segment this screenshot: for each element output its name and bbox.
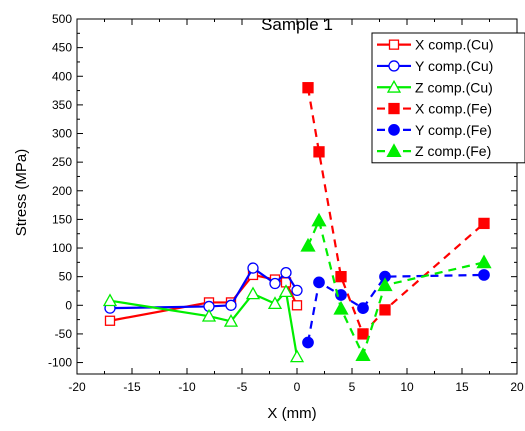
y-tick-label: 350 <box>52 98 72 112</box>
data-point <box>478 269 490 281</box>
series-line <box>109 266 298 310</box>
axis-ticks: -20 -15 -10 -5 0 5 10 15 20-100-5005010015020025… <box>48 12 524 394</box>
legend-marker <box>386 143 402 158</box>
legend-item: Z comp.(Cu) <box>377 79 493 95</box>
data-point <box>377 277 393 292</box>
data-point <box>357 302 369 315</box>
series-5 <box>300 212 492 361</box>
x-tick-label: 10 <box>400 380 414 394</box>
data-point <box>379 304 391 316</box>
x-axis-label: X (mm) <box>267 405 316 422</box>
series-line <box>109 273 298 322</box>
legend-box <box>371 32 525 164</box>
data-point <box>335 271 347 283</box>
x-tick-label: -10 <box>178 380 196 394</box>
series-2 <box>102 284 305 363</box>
legend-label: Z comp.(Cu) <box>415 79 493 95</box>
y-tick-label: 450 <box>52 41 72 55</box>
legend-marker <box>388 102 400 115</box>
series-line <box>306 273 485 343</box>
legend-label: X comp.(Cu) <box>415 37 494 53</box>
series-4 <box>302 269 490 349</box>
data-point <box>300 237 316 252</box>
data-point <box>269 277 281 290</box>
series-line <box>109 290 299 358</box>
x-tick-label: 0 <box>294 380 301 394</box>
x-tick-label: 15 <box>455 380 469 394</box>
data-point <box>245 286 261 300</box>
series-3 <box>302 82 490 340</box>
x-tick-label: -15 <box>123 380 141 394</box>
legend-marker <box>388 60 400 72</box>
data-point <box>313 276 325 289</box>
data-point <box>313 146 325 158</box>
data-point <box>104 315 116 326</box>
x-tick-label: 5 <box>349 380 356 394</box>
legend-label: Y comp.(Cu) <box>415 58 493 74</box>
legend-label: Z comp.(Fe) <box>415 143 491 159</box>
y-tick-label: 100 <box>52 241 72 255</box>
x-tick-label: 20 <box>510 380 524 394</box>
y-tick-label: 200 <box>52 184 72 198</box>
legend-item: Y comp.(Fe) <box>377 122 492 138</box>
data-point <box>291 284 303 297</box>
data-point <box>333 300 349 315</box>
legend-item: Y comp.(Cu) <box>377 58 493 74</box>
series-0 <box>104 269 303 326</box>
data-point <box>476 254 492 269</box>
legend-item: X comp.(Fe) <box>377 101 492 117</box>
data-point <box>280 267 292 279</box>
data-point <box>355 347 371 361</box>
data-point <box>291 300 303 311</box>
legend-label: X comp.(Fe) <box>415 101 492 117</box>
y-tick-label: 400 <box>52 69 72 83</box>
data-point <box>357 328 369 340</box>
x-tick-label: -20 <box>68 380 86 394</box>
data-point <box>311 212 327 227</box>
legend-marker <box>386 79 402 93</box>
legend: X comp.(Cu) Y comp.(Cu) Z comp.(Cu) X comp.… <box>371 32 525 164</box>
y-tick-label: -100 <box>48 356 72 370</box>
data-point <box>225 299 237 311</box>
y-tick-label: 250 <box>52 155 72 169</box>
series-layer <box>102 82 492 363</box>
legend-item: X comp.(Cu) <box>377 37 494 53</box>
series-1 <box>104 262 303 314</box>
y-tick-label: 300 <box>52 127 72 141</box>
y-tick-label: 50 <box>59 270 73 284</box>
data-point <box>247 262 259 274</box>
x-tick-label: -5 <box>237 380 248 394</box>
legend-marker <box>388 39 400 50</box>
data-point <box>302 82 314 94</box>
data-point <box>335 289 347 301</box>
series-line <box>306 219 485 357</box>
data-point <box>478 217 490 230</box>
legend-label: Y comp.(Fe) <box>415 122 492 138</box>
data-point <box>302 336 314 349</box>
data-point <box>278 284 294 297</box>
legend-item: Z comp.(Fe) <box>377 143 491 159</box>
y-axis-label: Stress (MPa) <box>13 149 30 237</box>
data-point <box>289 349 305 363</box>
y-tick-label: 0 <box>65 298 72 312</box>
data-point <box>267 296 283 310</box>
data-point <box>102 293 118 307</box>
legend-marker <box>388 124 400 136</box>
y-tick-label: 150 <box>52 212 72 226</box>
data-point <box>201 308 217 322</box>
chart-title: Sample 1 <box>261 15 333 34</box>
y-tick-label: -50 <box>55 327 73 341</box>
data-point <box>223 313 239 327</box>
y-tick-label: 500 <box>52 12 72 26</box>
